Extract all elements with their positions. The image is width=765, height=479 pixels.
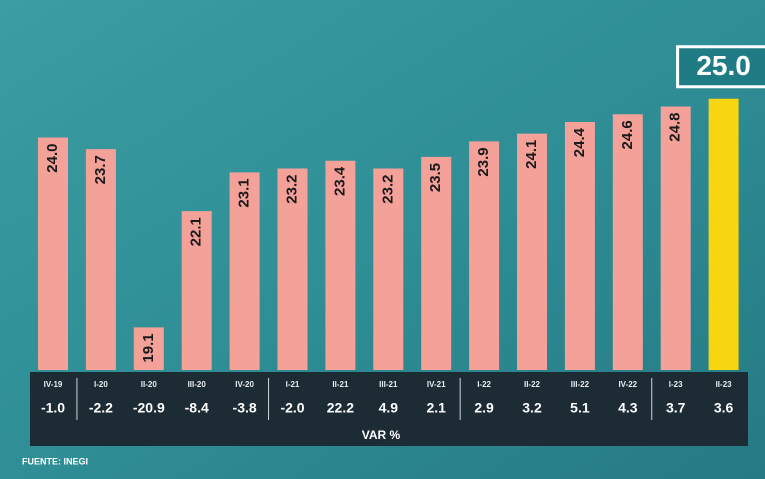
value-label: 23.2 — [283, 175, 300, 204]
bar — [373, 168, 404, 370]
highlight-box — [676, 45, 765, 89]
value-label: 24.6 — [619, 120, 636, 149]
x-tick-label: III-22 — [571, 380, 590, 389]
x-tick-label: I-23 — [669, 380, 683, 389]
x-tick-label: I-21 — [286, 380, 300, 389]
var-value: 3.2 — [522, 400, 542, 416]
var-value: 5.1 — [570, 400, 590, 416]
var-value: 3.7 — [666, 400, 686, 416]
x-tick-label: I-20 — [94, 380, 108, 389]
value-label: 24.1 — [523, 140, 540, 169]
value-label: 23.1 — [236, 178, 253, 207]
value-label: 23.2 — [379, 175, 396, 204]
var-value: -20.9 — [133, 400, 165, 416]
bar — [229, 172, 260, 370]
value-label: 19.1 — [140, 333, 157, 362]
value-label: 23.4 — [331, 166, 348, 196]
var-value: -1.0 — [41, 400, 65, 416]
bar — [564, 122, 595, 370]
var-value: -3.8 — [233, 400, 257, 416]
var-value: 2.9 — [474, 400, 494, 416]
x-tick-label: IV-22 — [618, 380, 637, 389]
var-value: 22.2 — [327, 400, 354, 416]
x-tick-label: IV-21 — [427, 380, 446, 389]
var-value: 4.3 — [618, 400, 638, 416]
bar — [660, 106, 691, 370]
bar — [181, 211, 212, 370]
x-tick-label: II-22 — [524, 380, 541, 389]
x-tick-label: IV-20 — [235, 380, 254, 389]
bar — [421, 156, 452, 370]
bar — [708, 98, 739, 370]
var-value: 4.9 — [379, 400, 399, 416]
bar — [517, 133, 547, 370]
value-label: 24.0 — [44, 144, 61, 173]
table-band — [30, 372, 748, 446]
bar — [469, 141, 500, 370]
bar — [38, 137, 68, 370]
bar — [133, 327, 164, 370]
value-label: 24.4 — [571, 127, 588, 157]
x-tick-label: II-23 — [716, 380, 733, 389]
value-label: 23.9 — [475, 147, 492, 176]
x-tick-label: III-21 — [379, 380, 398, 389]
value-label: 24.8 — [667, 113, 684, 142]
x-tick-label: II-21 — [332, 380, 349, 389]
var-label: VAR % — [362, 428, 401, 442]
bar — [277, 168, 308, 370]
value-label: 23.7 — [92, 155, 109, 184]
value-label: 23.5 — [427, 163, 444, 192]
highlight-label: 25.0 — [696, 50, 751, 81]
x-tick-label: II-20 — [141, 380, 158, 389]
var-value: -2.0 — [280, 400, 304, 416]
bar — [612, 114, 643, 370]
x-tick-label: IV-19 — [44, 380, 63, 389]
x-tick-label: III-20 — [188, 380, 207, 389]
bar — [325, 160, 356, 370]
x-tick-label: I-22 — [477, 380, 491, 389]
value-label: 22.1 — [188, 217, 205, 246]
bar — [85, 149, 116, 370]
var-value: -8.4 — [185, 400, 209, 416]
source: FUENTE: INEGI — [22, 456, 88, 466]
var-value: 2.1 — [426, 400, 446, 416]
var-value: -2.2 — [89, 400, 113, 416]
var-value: 3.6 — [714, 400, 734, 416]
